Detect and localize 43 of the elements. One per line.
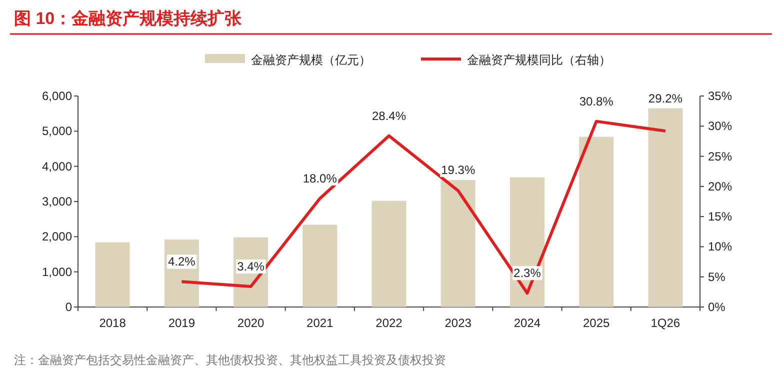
y-tick-label: 0 [65, 300, 72, 314]
y-tick-label: 5,000 [42, 124, 72, 138]
y2-tick-label: 25% [708, 149, 732, 164]
x-tick-label: 2024 [514, 316, 541, 330]
y2-tick-label: 15% [708, 210, 732, 224]
y-tick-label: 1,000 [42, 264, 72, 279]
x-tick-label: 2023 [444, 316, 472, 330]
x-tick-label: 2021 [306, 316, 334, 330]
data-label: 29.2% [648, 91, 683, 106]
data-label: 2.3% [514, 266, 542, 280]
x-tick-label: 2020 [237, 316, 264, 330]
data-label: 18.0% [302, 171, 338, 186]
legend-label: 金融资产规模同比（右轴） [467, 53, 611, 67]
y-tick-label: 4,000 [42, 159, 72, 174]
bar [579, 136, 614, 307]
y2-tick-label: 5% [708, 270, 726, 284]
data-label: 28.4% [372, 108, 406, 123]
data-label: 30.8% [579, 94, 614, 108]
data-label: 3.4% [237, 260, 265, 274]
y2-tick-label: 10% [708, 240, 732, 254]
y-tick-label: 2,000 [42, 230, 72, 244]
y2-tick-label: 0% [708, 300, 726, 314]
data-label: 4.2% [168, 254, 196, 269]
y2-tick-label: 20% [708, 179, 732, 194]
y-tick-label: 3,000 [42, 194, 72, 208]
bar [510, 177, 544, 307]
x-tick-label: 2018 [99, 316, 126, 330]
x-tick-label: 1Q26 [650, 316, 680, 330]
legend-label: 金融资产规模（亿元） [251, 53, 371, 67]
bar [372, 200, 406, 307]
bar [440, 180, 476, 307]
text: 注：金融资产包括交易性金融资产、其他债权投资、其他权益工具投资及债权投资 [14, 353, 446, 367]
data-label: 19.3% [441, 163, 476, 178]
bar [648, 108, 683, 307]
title: 图 10：金融资产规模持续扩张 [14, 9, 242, 28]
x-tick-label: 2022 [376, 316, 403, 330]
x-tick-label: 2025 [582, 316, 610, 330]
x-tick-label: 2019 [168, 316, 196, 330]
bar [95, 242, 130, 307]
y2-tick-label: 35% [708, 89, 732, 103]
y2-tick-label: 30% [708, 119, 732, 134]
y-tick-label: 6,000 [42, 89, 72, 103]
bar [302, 224, 338, 307]
